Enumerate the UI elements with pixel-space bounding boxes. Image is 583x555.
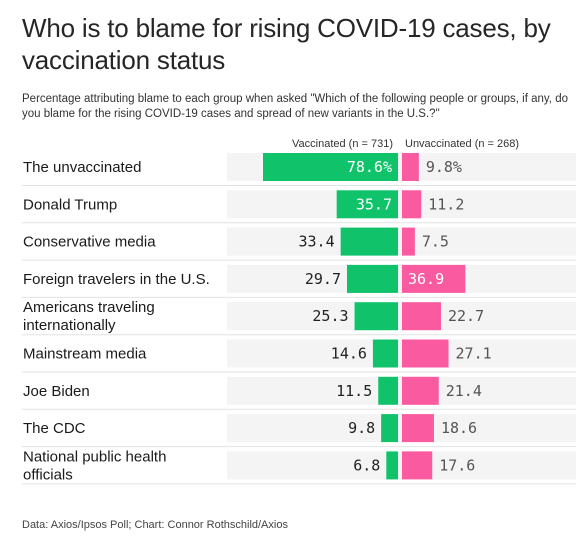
value-label-unvaccinated: 7.5 xyxy=(422,233,449,251)
category-label: Joe Biden xyxy=(23,383,90,400)
value-label-vaccinated: 78.6% xyxy=(347,158,392,176)
chart-title: Who is to blame for rising COVID-19 case… xyxy=(22,13,551,75)
category-label: Conservative media xyxy=(23,234,156,251)
value-label-vaccinated: 33.4 xyxy=(299,233,335,251)
bar-unvaccinated xyxy=(402,339,449,368)
row-background xyxy=(227,264,576,293)
category-label: Americans traveling internationally xyxy=(23,299,155,334)
bar-vaccinated xyxy=(346,264,398,293)
legend-vaccinated: Vaccinated (n = 731) xyxy=(292,138,393,150)
bar-vaccinated xyxy=(372,339,398,368)
bar-vaccinated xyxy=(340,227,398,256)
row-background xyxy=(227,302,576,331)
bar-vaccinated xyxy=(386,451,398,480)
legend-unvaccinated: Unvaccinated (n = 268) xyxy=(405,138,520,150)
bar-unvaccinated xyxy=(402,302,441,331)
value-label-unvaccinated: 21.4 xyxy=(446,382,482,400)
bar-unvaccinated xyxy=(402,414,434,443)
value-label-vaccinated: 9.8 xyxy=(348,419,375,437)
bar-unvaccinated xyxy=(402,264,466,293)
chart-footer: Data: Axios/Ipsos Poll; Chart: Connor Ro… xyxy=(22,519,288,531)
category-label: Foreign travelers in the U.S. xyxy=(23,271,210,288)
value-label-vaccinated: 11.5 xyxy=(336,382,372,400)
bar-vaccinated xyxy=(378,376,398,405)
row-background xyxy=(227,451,576,480)
row-background xyxy=(227,376,576,405)
value-label-unvaccinated: 36.9 xyxy=(408,270,444,288)
bar-unvaccinated xyxy=(402,227,415,256)
bar-unvaccinated xyxy=(402,376,439,405)
row-background xyxy=(227,227,576,256)
category-label: The CDC xyxy=(23,420,86,437)
category-label: Donald Trump xyxy=(23,196,117,213)
chart-subtitle: Percentage attributing blame to each gro… xyxy=(22,93,568,120)
bar-unvaccinated xyxy=(402,190,422,219)
value-label-vaccinated: 25.3 xyxy=(312,307,348,325)
value-label-vaccinated: 29.7 xyxy=(305,270,341,288)
value-label-unvaccinated: 18.6 xyxy=(441,419,477,437)
value-label-unvaccinated: 9.8% xyxy=(426,158,462,176)
category-label: Mainstream media xyxy=(23,346,147,363)
category-label: The unvaccinated xyxy=(23,159,141,176)
bar-vaccinated xyxy=(381,414,398,443)
value-label-unvaccinated: 11.2 xyxy=(428,195,464,213)
value-label-unvaccinated: 27.1 xyxy=(456,345,492,363)
row-background xyxy=(227,339,576,368)
bar-vaccinated xyxy=(354,302,398,331)
bar-vaccinated xyxy=(263,153,398,181)
row-background xyxy=(227,190,576,219)
category-label: National public health officials xyxy=(23,448,166,483)
bar-vaccinated xyxy=(336,190,398,219)
value-label-unvaccinated: 22.7 xyxy=(448,307,484,325)
bar-unvaccinated xyxy=(402,451,433,480)
bar-unvaccinated xyxy=(402,153,419,181)
row-background xyxy=(227,414,576,443)
value-label-vaccinated: 6.8 xyxy=(353,456,380,474)
value-label-unvaccinated: 17.6 xyxy=(439,456,475,474)
value-label-vaccinated: 35.7 xyxy=(356,195,392,213)
value-label-vaccinated: 14.6 xyxy=(331,345,367,363)
